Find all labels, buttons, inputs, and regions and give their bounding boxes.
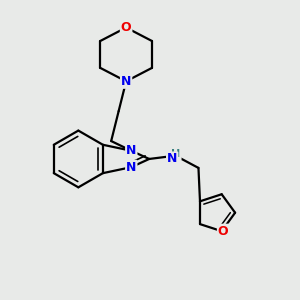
Text: N: N [126,144,136,157]
Text: N: N [121,75,131,88]
Text: N: N [167,152,177,166]
Text: O: O [121,21,131,34]
Text: N: N [126,161,136,174]
Text: O: O [218,225,229,238]
Text: H: H [171,149,181,160]
